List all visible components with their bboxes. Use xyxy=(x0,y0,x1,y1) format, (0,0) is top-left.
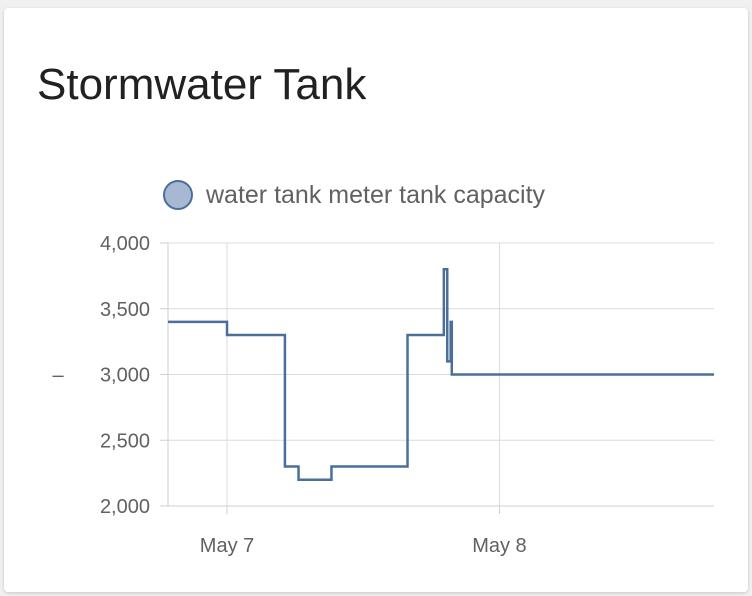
legend-swatch xyxy=(163,180,193,210)
y-tick-label: 4,000 xyxy=(100,233,150,255)
card-title: Stormwater Tank xyxy=(37,60,367,109)
y-axis-label: – xyxy=(52,365,64,387)
y-tick-label: 3,500 xyxy=(100,299,150,321)
x-tick-label: May 8 xyxy=(472,535,526,557)
axes xyxy=(160,242,714,514)
y-tick-label: 3,000 xyxy=(100,365,150,387)
series-group xyxy=(168,268,714,481)
tick-labels: 4,000 3,500 3,000 2,500 2,000 May 7 May 8 xyxy=(100,233,527,557)
legend[interactable]: water tank meter tank capacity xyxy=(163,180,546,210)
y-tick-label: 2,000 xyxy=(100,496,150,518)
y-tick-label: 2,500 xyxy=(100,430,150,452)
series-line xyxy=(168,268,714,481)
chart-card: Stormwater Tank xyxy=(4,8,748,592)
x-tick-label: May 7 xyxy=(200,535,254,557)
legend-label: water tank meter tank capacity xyxy=(205,181,546,209)
